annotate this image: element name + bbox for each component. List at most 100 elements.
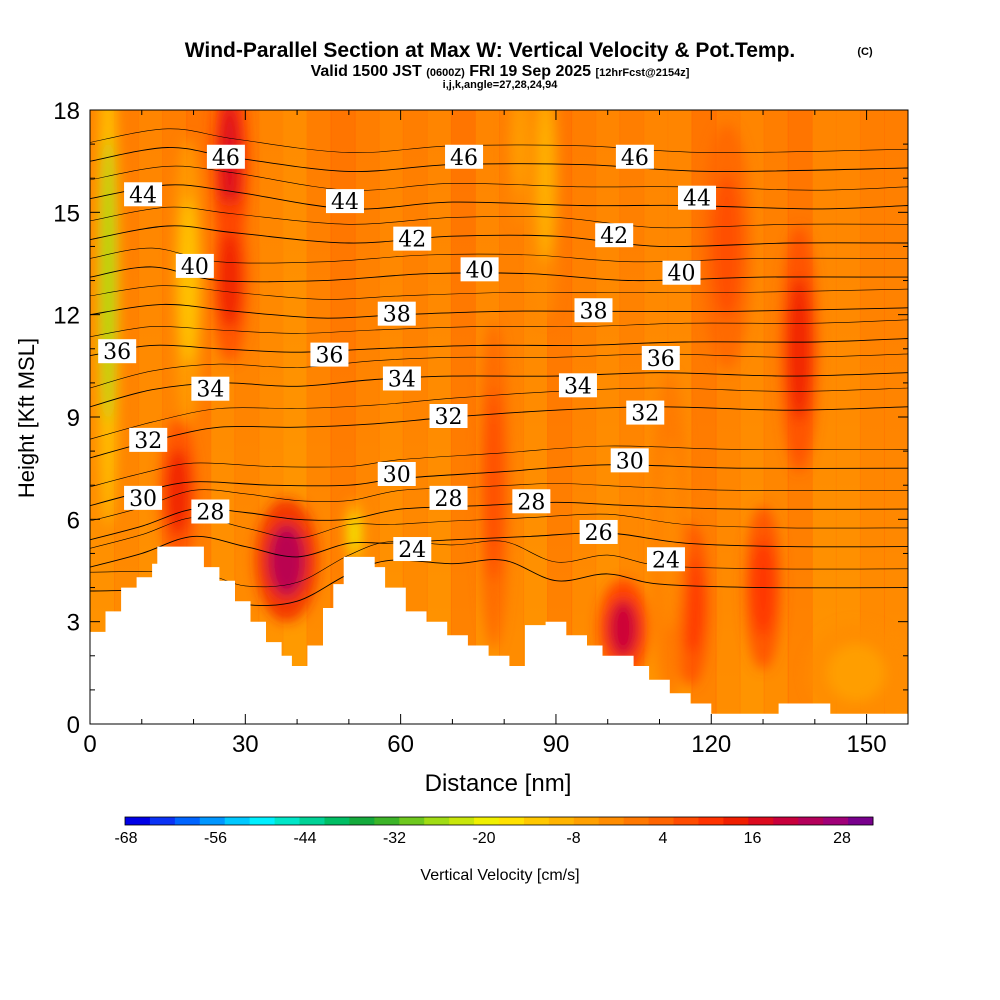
- contour-label-box: [175, 253, 214, 278]
- subtitle-utc: (0600Z): [426, 67, 465, 79]
- contour-label: 30: [610, 448, 649, 474]
- downdraft-core: [536, 110, 555, 262]
- contour-label-text: 32: [134, 429, 162, 454]
- y-axis-title: Height [Kft MSL]: [14, 338, 39, 498]
- contour-label: 28: [512, 489, 551, 515]
- colorbar-swatch: [449, 817, 475, 825]
- velocity-stripe: [571, 110, 597, 724]
- chart-params: i,j,k,angle=27,28,24,94: [443, 79, 559, 91]
- colorbar-swatch: [199, 817, 226, 825]
- contour-label-text: 40: [466, 258, 494, 283]
- contour-label: 46: [445, 144, 484, 171]
- y-tick-label: 18: [53, 98, 80, 125]
- contour-label: 26: [579, 519, 618, 546]
- colorbar-swatch: [499, 817, 525, 825]
- contour-label: 28: [429, 485, 468, 512]
- contour-label-box: [310, 342, 349, 367]
- contour-label-box: [445, 144, 484, 169]
- contour-label-text: 32: [435, 405, 463, 430]
- colorbar-swatch: [174, 817, 201, 825]
- downdraft-core: [101, 137, 115, 424]
- contour-label-text: 36: [647, 347, 675, 372]
- colorbar-tick-label: 16: [744, 830, 762, 847]
- colorbar-swatch: [399, 817, 425, 825]
- contour-label: 40: [460, 257, 499, 283]
- contour-label-box: [191, 376, 230, 401]
- x-axis-title: Distance [nm]: [425, 770, 572, 797]
- x-tick-label: 90: [543, 731, 570, 758]
- colorbar-tick-label: -20: [472, 830, 495, 847]
- contour-label-box: [393, 226, 432, 251]
- contour-label: 24: [646, 547, 685, 573]
- updraft-core: [608, 599, 638, 658]
- colorbar-tick-label: -8: [566, 830, 580, 847]
- y-tick-label: 3: [67, 610, 80, 637]
- plot-area: 46 46 46 44 44 44 42 42 40 40 40 38 38 36 36 36 34 34 34 32…: [90, 110, 908, 724]
- theta-contour-minor: [90, 285, 908, 300]
- colorbar-swatch: [848, 817, 874, 825]
- colorbar-swatch: [324, 817, 350, 825]
- contour-label: 46: [206, 144, 245, 171]
- colorbar-swatch: [823, 817, 849, 825]
- contour-label-text: 28: [517, 490, 545, 515]
- colorbar-swatch: [598, 817, 625, 825]
- contour-label-box: [124, 485, 163, 510]
- updraft-core: [268, 524, 305, 597]
- colorbar-swatch: [648, 817, 675, 825]
- theta-contour-minor: [90, 445, 908, 488]
- theta-contour-42: [90, 225, 908, 248]
- colorbar-swatch: [548, 817, 575, 825]
- contour-label: 34: [558, 373, 597, 399]
- chart-title: Wind-Parallel Section at Max W: Vertical…: [185, 39, 796, 62]
- contour-label-box: [124, 182, 163, 207]
- colorbar-swatch: [125, 817, 151, 825]
- colorbar-tick-label: 28: [833, 830, 851, 847]
- title-copyright-mark: (C): [857, 46, 873, 58]
- colorbar: -68 -56 -44 -32 -20 -8 4 16 28: [114, 816, 874, 847]
- velocity-field: [96, 110, 906, 722]
- contour-label: 32: [429, 404, 468, 430]
- y-tick-label: 6: [67, 507, 80, 534]
- colorbar-swatch: [773, 817, 799, 825]
- contour-label-text: 40: [181, 255, 209, 280]
- contour-label: 42: [393, 226, 432, 253]
- contour-label-text: 28: [196, 501, 224, 526]
- contour-label-text: 24: [398, 538, 426, 563]
- contour-label: 44: [325, 189, 364, 215]
- contour-label: 38: [377, 301, 416, 328]
- colorbar-tick-label: -68: [114, 830, 137, 847]
- contour-label: 28: [191, 499, 230, 526]
- colorbar-swatch: [723, 817, 749, 825]
- theta-contour-minor: [90, 165, 908, 191]
- contour-label: 32: [626, 400, 665, 427]
- colorbar-swatch: [349, 817, 375, 825]
- contour-label-text: 30: [616, 449, 644, 474]
- colorbar-tick-label: 4: [659, 830, 668, 847]
- contour-label-box: [574, 298, 613, 323]
- contour-label-box: [191, 499, 230, 524]
- contour-label-text: 44: [683, 187, 711, 212]
- colorbar-swatch: [299, 817, 325, 825]
- colorbar-swatch: [698, 817, 724, 825]
- contour-label: 36: [641, 346, 680, 372]
- contour-label-box: [429, 485, 468, 510]
- contour-label-box: [325, 189, 364, 214]
- terrain: [90, 546, 908, 724]
- colorbar-swatch: [523, 817, 550, 825]
- contour-label-box: [615, 144, 654, 169]
- contour-label-text: 36: [103, 340, 131, 365]
- y-tick-label: 12: [53, 303, 80, 330]
- colorbar-swatch: [798, 817, 824, 825]
- contour-label: 42: [595, 223, 634, 249]
- contour-label-text: 46: [621, 146, 649, 171]
- contour-label-text: 26: [585, 521, 613, 546]
- theta-contour-minor: [90, 206, 908, 229]
- contour-label: 46: [615, 144, 654, 171]
- contour-label-text: 44: [129, 183, 157, 208]
- chart-subtitle: Valid 1500 JST (0600Z) FRI 19 Sep 2025 […: [311, 63, 690, 80]
- contour-label-text: 34: [196, 378, 224, 403]
- contour-label-box: [98, 339, 137, 364]
- colorbar-swatch: [573, 817, 600, 825]
